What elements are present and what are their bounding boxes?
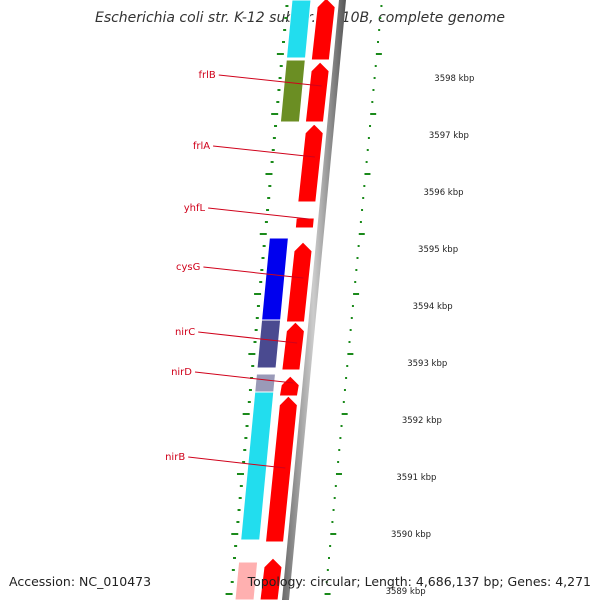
gene-leader-line xyxy=(194,371,294,384)
gene-label: cysG xyxy=(176,262,200,273)
cds-arrow xyxy=(310,0,336,61)
slate-feature xyxy=(256,319,282,369)
gene-leader-line xyxy=(203,266,304,279)
grey-feature xyxy=(254,373,277,393)
gene-leader-line xyxy=(218,74,322,87)
cds-arrow xyxy=(285,241,313,323)
cyan-feature xyxy=(240,391,275,541)
cds-arrow xyxy=(259,557,283,600)
kbp-tick-label: 3595 kbp xyxy=(418,245,458,255)
kbp-tick-label: 3590 kbp xyxy=(391,530,431,540)
pink-feature xyxy=(234,561,259,600)
gene-leader-line xyxy=(198,331,298,344)
gene-leader-line xyxy=(208,207,310,220)
topology-text: Topology: circular; Length: 4,686,137 bp… xyxy=(247,574,591,589)
kbp-tick-label: 3597 kbp xyxy=(429,131,469,141)
cds-arrow xyxy=(278,375,300,397)
cds-arrow xyxy=(281,321,305,371)
kbp-tick-label: 3589 kbp xyxy=(386,587,426,597)
cds-arrow xyxy=(294,217,315,229)
backbone-line xyxy=(281,0,346,600)
kbp-tick-label: 3596 kbp xyxy=(423,188,463,198)
kbp-tick-label: 3593 kbp xyxy=(407,359,447,369)
kbp-tick-label: 3594 kbp xyxy=(413,302,453,312)
cds-arrow xyxy=(264,395,298,543)
kbp-tick-label: 3591 kbp xyxy=(396,473,436,483)
gene-label: nirC xyxy=(175,327,195,338)
gene-leader-line xyxy=(188,456,286,469)
cyan-feature xyxy=(285,0,312,59)
gene-label: frlA xyxy=(193,141,210,152)
gene-label: nirD xyxy=(171,367,192,378)
gene-leader-line xyxy=(213,145,315,158)
kbp-tick-label: 3592 kbp xyxy=(402,416,442,426)
kbp-scale: 3598 kbp 3597 kbp 3596 kbp 3595 kbp 3594 kbp… xyxy=(386,74,475,597)
gene-label: frlB xyxy=(198,70,215,81)
cds-arrow xyxy=(304,61,330,123)
olive-feature xyxy=(279,59,306,123)
tick-dot-track xyxy=(225,5,383,595)
kbp-tick-label: 3598 kbp xyxy=(434,74,474,84)
gene-label-track: frlB frlA yhfL cysG nirC nirD nirB xyxy=(165,70,322,469)
cds-arrow xyxy=(297,123,324,203)
feature-track xyxy=(234,0,336,600)
accession-text: Accession: NC_010473 xyxy=(9,574,152,589)
gene-label: yhfL xyxy=(184,203,206,214)
blue-feature xyxy=(261,237,289,321)
gene-label: nirB xyxy=(165,452,185,463)
